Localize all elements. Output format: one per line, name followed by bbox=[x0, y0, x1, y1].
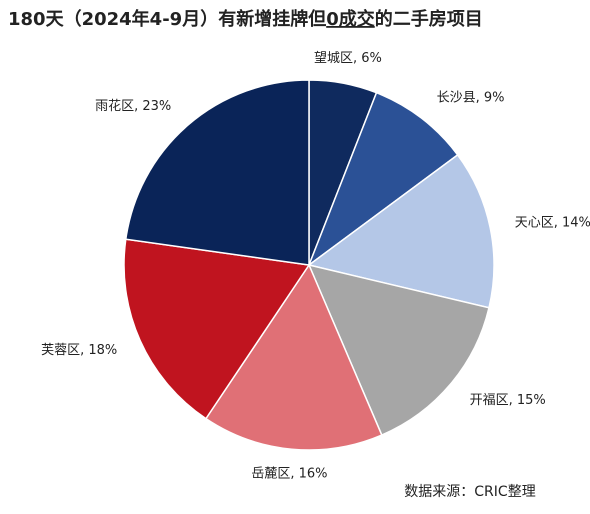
pie-slice bbox=[307, 263, 490, 437]
pie-slice bbox=[307, 91, 459, 268]
chart-title: 180天（2024年4-9月）有新增挂牌但0成交的二手房项目 bbox=[8, 8, 483, 30]
data-label: 岳麓区, 16% bbox=[251, 467, 327, 482]
data-label: 长沙县, 9% bbox=[437, 91, 505, 106]
data-label: 天心区, 14% bbox=[515, 215, 590, 230]
data-label: 望城区, 6% bbox=[314, 50, 382, 66]
source: 数据来源：CRIC整理 bbox=[404, 484, 535, 500]
pie-slice bbox=[124, 79, 310, 266]
pie-slice bbox=[123, 238, 311, 420]
data-label: 开福区, 15% bbox=[470, 393, 546, 408]
pie-slice bbox=[307, 153, 495, 309]
title-part: 180天（2024年4-9月）有新增挂牌但 bbox=[8, 8, 326, 30]
title-part: 0成交 bbox=[326, 8, 375, 30]
pie-slice bbox=[204, 263, 383, 451]
data-label: 雨花区, 23% bbox=[95, 98, 171, 114]
title-part: 的二手房项目 bbox=[375, 8, 483, 30]
data-label: 芙蓉区, 18% bbox=[41, 343, 117, 358]
